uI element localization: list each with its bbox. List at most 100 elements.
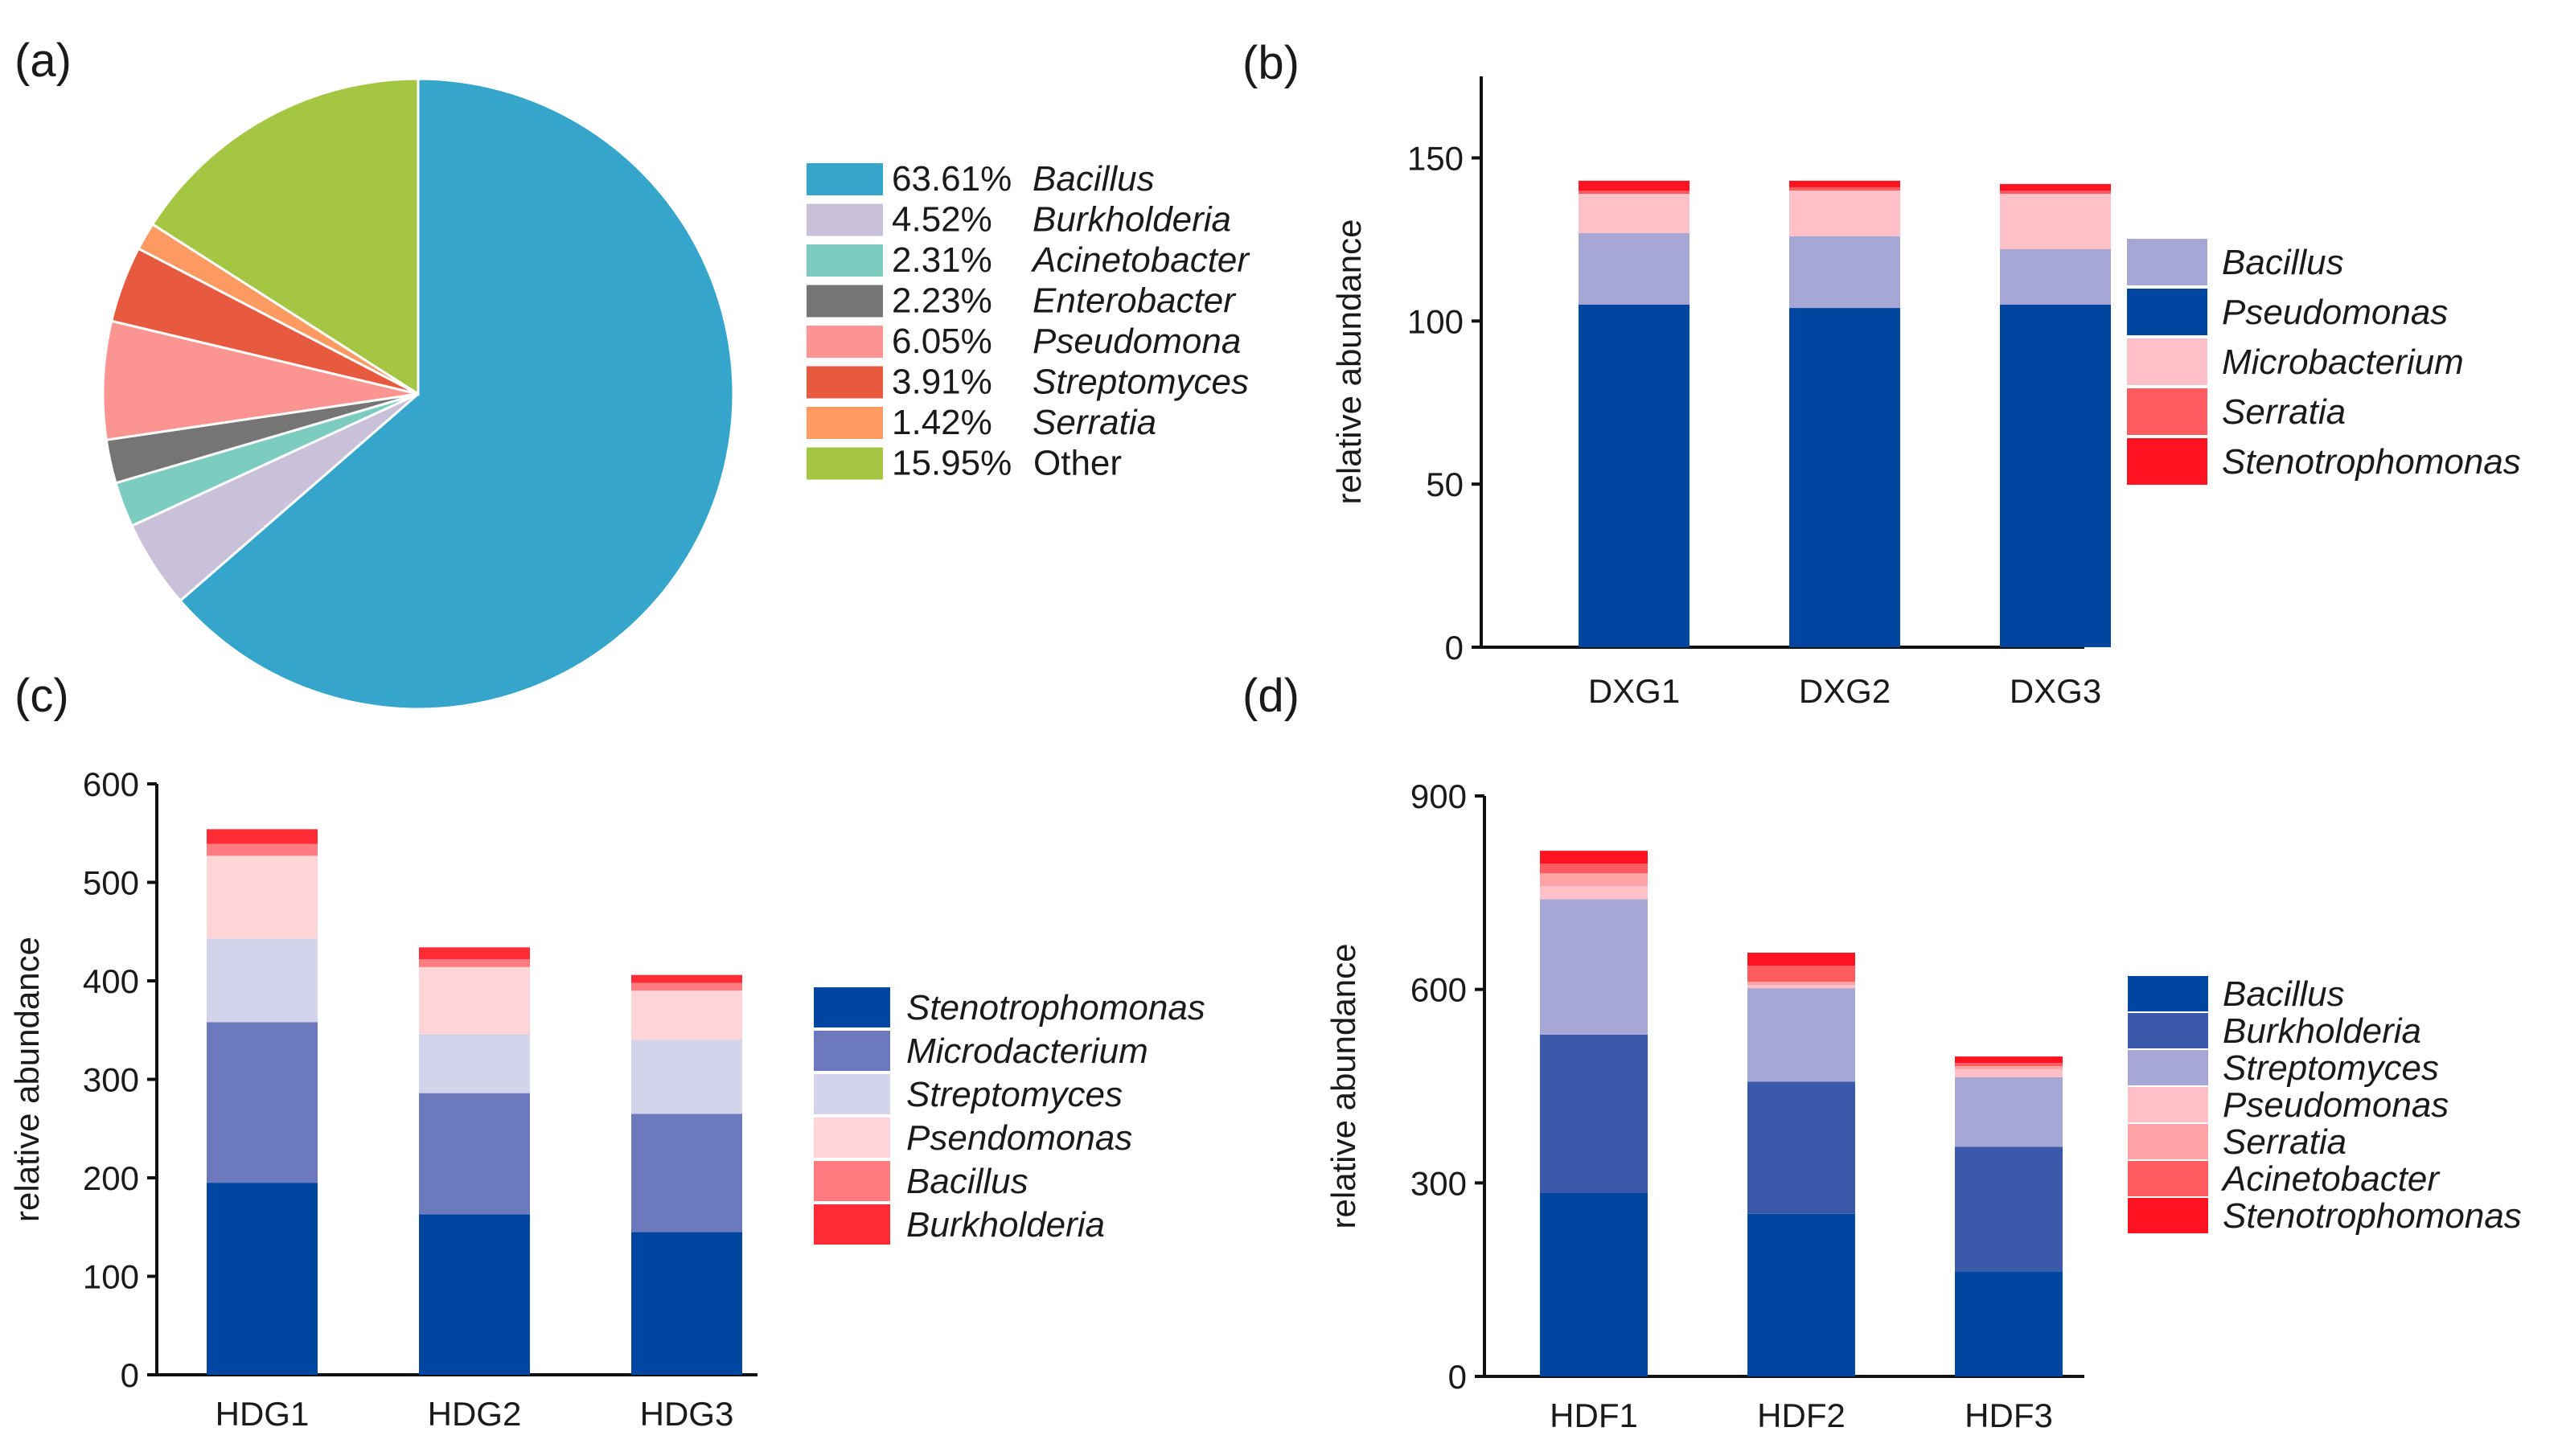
y-tick-label: 100 — [83, 1258, 139, 1296]
legend-pct-serratia: 1.42% — [892, 403, 992, 442]
y-axis-label: relative abundance — [1324, 944, 1362, 1229]
bar-legend-c: Stenotrophomonas Microdacterium Streptomyc… — [814, 987, 1205, 1245]
y-tick-label: 900 — [1410, 777, 1467, 815]
legend-swatch-acinetobacter — [807, 244, 883, 277]
bar-chart-b: 0 50 100 150 relative abundance DXG1 DXG2 DXG3 — [1330, 76, 2111, 710]
bar-stenotrophomonas-dxg2 — [1789, 180, 1900, 187]
bar-pseudomonas-dxg3 — [2000, 305, 2111, 647]
bar-streptomyces-hdf2 — [1747, 988, 1855, 1082]
x-tick-label-hdg1: HDG1 — [216, 1395, 310, 1433]
legend-label-serratia: Serratia — [2222, 392, 2346, 432]
legend-label-burkholderia: Burkholderia — [1033, 200, 1231, 240]
bar-bacillus-dxg3 — [2000, 249, 2111, 305]
y-tick-label: 500 — [83, 864, 139, 902]
panel-label-b: (b) — [1242, 37, 1299, 89]
bar-bacillus-dxg1 — [1579, 232, 1690, 305]
legend-label-bacillus: Bacillus — [906, 1162, 1028, 1201]
legend-label-burkholderia: Burkholderia — [906, 1205, 1105, 1245]
legend-pct-pseudomona: 6.05% — [892, 322, 992, 361]
bar-streptomyces-hdf3 — [1955, 1077, 2063, 1147]
legend-swatch-psendomonas — [814, 1118, 890, 1158]
bar-stenotrophomonas-hdg3 — [631, 1232, 742, 1375]
bar-bacillus-hdg2 — [419, 959, 530, 967]
legend-swatch-streptomyces — [2128, 1050, 2208, 1085]
bar-chart-d: 0 300 600 900 relative abundance HDF1 HDF2 HDF3 — [1324, 777, 2084, 1434]
bar-acinetobacter-hdf2 — [1747, 965, 1855, 982]
x-tick-label-hdg2: HDG2 — [428, 1395, 522, 1433]
bar-stenotrophomonas-hdf1 — [1540, 851, 1648, 864]
bar-serratia-dxg3 — [2000, 191, 2111, 195]
pie-legend-a: 63.61% Bacillus 4.52% Burkholderia 2.31% Acin… — [807, 159, 1250, 483]
legend-label-acinetobacter: Acinetobacter — [1030, 240, 1250, 280]
pie-chart-a — [101, 77, 735, 711]
legend-label-stenotrophomonas: Stenotrophomonas — [2223, 1196, 2522, 1236]
bar-microdacterium-hdg2 — [419, 1093, 530, 1215]
x-tick-label-dxg1: DXG1 — [1588, 672, 1680, 710]
bar-pseudomonas-hdf3 — [1955, 1069, 2063, 1077]
legend-label-other: Other — [1033, 444, 1122, 483]
legend-swatch-serratia — [2127, 388, 2207, 435]
y-axis-label: relative abundance — [1330, 219, 1368, 505]
legend-label-bacillus: Bacillus — [2223, 974, 2345, 1014]
x-tick-label-hdf1: HDF1 — [1550, 1397, 1638, 1434]
legend-swatch-pseudomonas — [2128, 1087, 2208, 1122]
pie-slice-bacillus — [179, 77, 735, 711]
bar-microbacterium-dxg1 — [1579, 194, 1690, 233]
bar-streptomyces-hdg3 — [631, 1040, 742, 1114]
bar-serratia-hdf2 — [1747, 982, 1855, 986]
legend-swatch-stenotrophomonas — [814, 987, 890, 1027]
legend-pct-enterobacter: 2.23% — [892, 281, 992, 321]
bar-bacillus-hdf2 — [1747, 1213, 1855, 1376]
bar-burkholderia-hdg1 — [207, 829, 318, 844]
legend-swatch-bacillus — [814, 1161, 890, 1201]
legend-label-burkholderia: Burkholderia — [2223, 1011, 2421, 1051]
legend-label-pseudomona: Pseudomona — [1033, 322, 1241, 361]
legend-label-psendomonas: Psendomonas — [906, 1118, 1132, 1158]
legend-label-acinetobacter: Acinetobacter — [2220, 1159, 2441, 1199]
panel-label-a: (a) — [14, 35, 72, 87]
bar-psendomonas-hdg2 — [419, 966, 530, 1035]
bar-burkholderia-hdf3 — [1955, 1146, 2063, 1272]
legend-label-serratia: Serratia — [1033, 403, 1156, 442]
y-tick-label: 300 — [83, 1061, 139, 1099]
legend-swatch-serratia — [2128, 1124, 2208, 1159]
y-tick-label: 600 — [83, 765, 139, 803]
bar-serratia-dxg2 — [1789, 187, 1900, 191]
bar-chart-c: 0 100 200 300 400 500 600 relative abundance HDG… — [8, 765, 758, 1433]
bar-microbacterium-dxg3 — [2000, 194, 2111, 250]
bar-bacillus-hdg3 — [631, 982, 742, 991]
panel-label-d: (d) — [1242, 670, 1299, 722]
legend-label-pseudomonas: Pseudomonas — [2222, 293, 2448, 332]
bar-psendomonas-hdg1 — [207, 855, 318, 939]
panel-label-c: (c) — [14, 670, 69, 722]
legend-swatch-burkholderia — [2128, 1013, 2208, 1048]
legend-pct-acinetobacter: 2.31% — [892, 240, 992, 280]
legend-label-enterobacter: Enterobacter — [1033, 281, 1237, 321]
legend-swatch-burkholderia — [807, 203, 883, 236]
bar-microdacterium-hdg1 — [207, 1022, 318, 1183]
y-tick-label: 100 — [1407, 302, 1464, 340]
legend-swatch-pseudomonas — [2127, 289, 2207, 335]
bar-microbacterium-dxg2 — [1789, 191, 1900, 236]
bar-streptomyces-hdg1 — [207, 938, 318, 1023]
bar-stenotrophomonas-hdf2 — [1747, 952, 1855, 966]
y-tick-label: 600 — [1410, 971, 1467, 1009]
x-tick-label-hdg3: HDG3 — [640, 1395, 734, 1433]
pie-slice-pseudomona — [101, 319, 419, 441]
legend-label-streptomyces: Streptomyces — [1033, 363, 1249, 402]
bar-pseudomonas-dxg1 — [1579, 305, 1690, 647]
y-axis-label: relative abundance — [8, 937, 46, 1222]
legend-label-stenotrophomonas: Stenotrophomonas — [2222, 442, 2521, 482]
x-tick-label-hdf3: HDF3 — [1965, 1397, 2053, 1434]
bar-stenotrophomonas-hdg2 — [419, 1214, 530, 1375]
bar-microdacterium-hdg3 — [631, 1114, 742, 1232]
bar-burkholderia-hdg2 — [419, 947, 530, 960]
bar-pseudomonas-hdf2 — [1747, 985, 1855, 989]
legend-swatch-serratia — [807, 407, 883, 439]
bar-pseudomonas-hdf1 — [1540, 886, 1648, 900]
legend-swatch-burkholderia — [814, 1204, 890, 1245]
bar-acinetobacter-hdf1 — [1540, 863, 1648, 874]
y-tick-label: 200 — [83, 1159, 139, 1197]
y-tick-label: 400 — [83, 962, 139, 1000]
bar-bacillus-dxg2 — [1789, 236, 1900, 309]
